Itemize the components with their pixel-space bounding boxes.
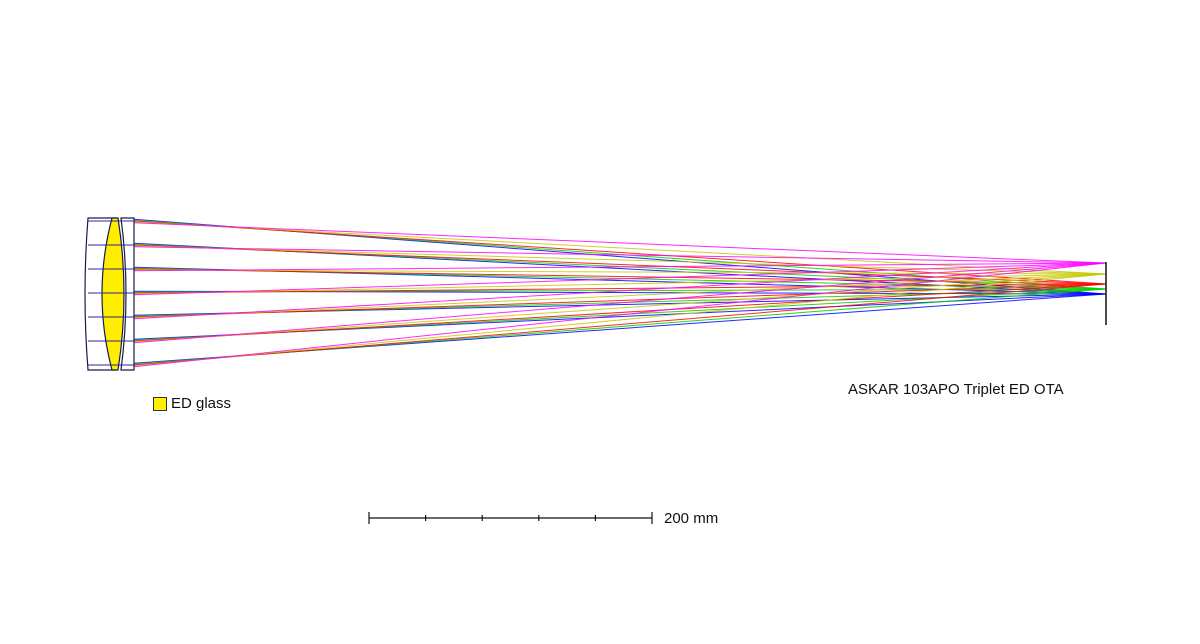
- ray-4: [133, 262, 1107, 320]
- ray-4: [133, 262, 1107, 368]
- ray-4: [133, 262, 1107, 344]
- ray-3: [133, 273, 1107, 367]
- ray-4: [133, 246, 1107, 264]
- ray-3: [133, 269, 1107, 275]
- rear-element: [120, 217, 135, 371]
- lens-assembly: [84, 217, 135, 371]
- ray-3: [133, 273, 1107, 343]
- in-lens-ray-segments: [88, 220, 134, 366]
- ray-3: [133, 273, 1107, 295]
- ray-3: [133, 221, 1107, 275]
- ray-3: [133, 245, 1107, 275]
- ray-4: [133, 262, 1107, 296]
- ray-2: [133, 283, 1107, 366]
- diagram-title: ASKAR 103APO Triplet ED OTA: [848, 381, 1064, 398]
- ray-bundle: [133, 218, 1107, 368]
- ray-3: [133, 273, 1107, 319]
- ray-4: [133, 222, 1107, 264]
- ray-2: [133, 283, 1107, 342]
- ray-4: [133, 262, 1107, 272]
- scale-bar: [368, 512, 653, 524]
- ed-glass-legend-label: ED glass: [171, 395, 232, 412]
- ed-glass-legend-swatch: [153, 397, 167, 411]
- scale-bar-label: 200 mm: [664, 510, 719, 527]
